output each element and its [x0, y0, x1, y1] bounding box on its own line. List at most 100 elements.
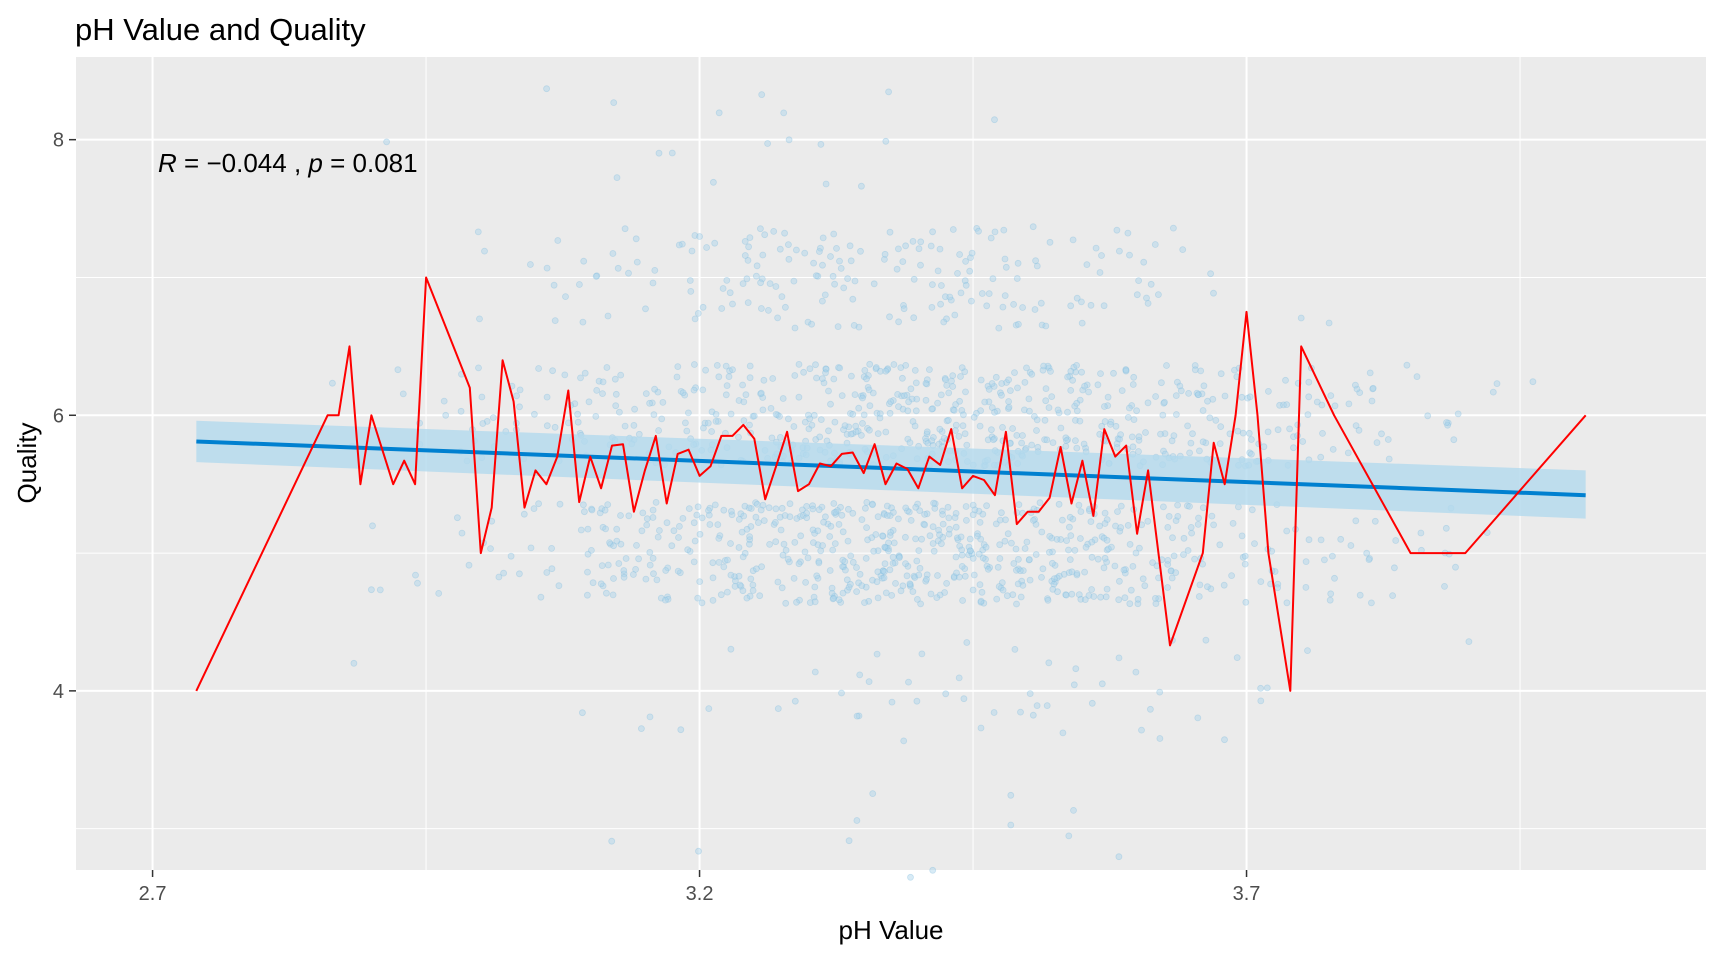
data-point	[1116, 577, 1123, 585]
data-point	[1059, 516, 1066, 524]
data-point	[903, 572, 911, 580]
data-point	[785, 136, 793, 144]
data-point	[1011, 646, 1019, 653]
data-point	[743, 275, 751, 283]
data-point	[1234, 427, 1242, 435]
data-point	[1008, 539, 1015, 547]
data-point	[855, 404, 863, 412]
data-point	[1352, 422, 1360, 430]
data-point	[543, 264, 551, 272]
data-point	[827, 253, 834, 260]
data-point	[1001, 292, 1009, 300]
x-axis: 2.7 3.2 3.7	[139, 870, 1260, 905]
data-point	[1069, 515, 1077, 523]
data-point	[802, 579, 809, 586]
data-point	[1003, 592, 1011, 600]
data-point	[849, 295, 857, 303]
data-point	[957, 533, 965, 541]
data-point	[721, 557, 729, 564]
data-point	[790, 277, 798, 285]
data-point	[996, 516, 1004, 524]
data-point	[740, 398, 748, 406]
data-point	[817, 244, 824, 252]
data-point	[1011, 369, 1018, 377]
data-point	[841, 558, 849, 565]
data-point	[1063, 537, 1070, 544]
data-point	[457, 407, 465, 415]
data-point	[845, 423, 853, 431]
data-point	[646, 549, 654, 556]
data-point	[718, 305, 726, 312]
data-point	[1026, 369, 1034, 376]
data-point	[513, 392, 520, 400]
data-point	[643, 521, 651, 529]
data-point	[741, 237, 749, 245]
data-point	[747, 523, 755, 530]
data-point	[1180, 534, 1188, 542]
data-point	[1164, 584, 1171, 591]
data-point	[1029, 711, 1037, 719]
data-point	[584, 591, 591, 599]
data-point	[690, 558, 698, 566]
data-point	[978, 588, 986, 596]
data-point	[1450, 436, 1458, 444]
data-point	[952, 553, 960, 561]
data-point	[1120, 566, 1128, 574]
data-point	[905, 508, 913, 516]
data-point	[940, 318, 948, 326]
data-point	[939, 507, 946, 515]
data-point	[916, 564, 924, 572]
data-point	[551, 423, 559, 431]
r-equals: =	[177, 148, 207, 178]
data-point	[803, 502, 810, 510]
data-point	[1038, 528, 1046, 536]
data-point	[1248, 436, 1255, 443]
data-point	[1003, 379, 1010, 386]
data-point	[912, 407, 920, 415]
data-point	[1064, 373, 1071, 381]
data-point	[906, 439, 914, 447]
data-point	[939, 520, 947, 528]
data-point	[769, 375, 777, 382]
data-point	[902, 533, 909, 541]
data-point	[1059, 729, 1067, 737]
data-point	[826, 533, 834, 540]
data-point	[953, 569, 960, 577]
data-point	[620, 570, 628, 578]
data-point	[801, 548, 809, 556]
data-point	[781, 229, 788, 237]
data-point	[1041, 416, 1049, 424]
data-point	[759, 394, 767, 401]
data-point	[599, 523, 607, 531]
data-point	[530, 505, 538, 513]
data-point	[988, 404, 996, 412]
data-point	[1072, 416, 1079, 424]
data-point	[840, 563, 848, 571]
annotation-separator: ,	[287, 148, 309, 178]
data-point	[957, 373, 964, 380]
data-point	[1096, 522, 1103, 530]
data-point	[880, 511, 888, 518]
data-point	[709, 559, 717, 567]
data-point	[888, 698, 896, 706]
data-point	[1209, 395, 1217, 403]
data-point	[576, 281, 583, 288]
data-point	[960, 411, 967, 419]
data-point	[705, 511, 713, 519]
data-point	[859, 392, 867, 399]
data-point	[1235, 503, 1242, 511]
data-point	[1189, 430, 1196, 438]
data-point	[1038, 321, 1046, 329]
data-point	[998, 391, 1005, 399]
data-point	[923, 428, 931, 436]
data-point	[1366, 555, 1373, 562]
data-point	[1042, 385, 1050, 393]
data-point	[934, 572, 941, 579]
data-point	[778, 504, 786, 512]
data-point	[1454, 410, 1462, 418]
trend-line	[196, 439, 1586, 498]
data-point	[653, 576, 661, 584]
data-point	[830, 509, 838, 516]
data-point	[574, 410, 581, 418]
